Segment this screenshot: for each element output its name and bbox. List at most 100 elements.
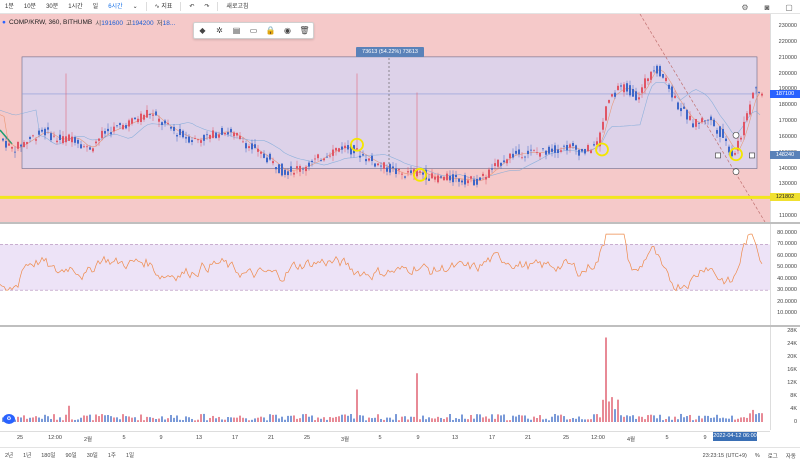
symbol-legend: ● COMP/KRW, 360, BITHUMB 시191600 고194200…: [2, 17, 175, 28]
range-1d[interactable]: 1일: [126, 453, 135, 459]
price-axis-label: 170000: [778, 118, 797, 124]
chevron-down-icon[interactable]: ⌄: [132, 3, 138, 10]
candle-body: [266, 157, 268, 163]
interval-6h[interactable]: 6시간: [108, 3, 123, 10]
interval-day[interactable]: 일: [92, 3, 99, 10]
volume-bar: [623, 416, 625, 422]
trash-icon[interactable]: 🗑: [299, 26, 310, 35]
candle-body: [371, 155, 373, 162]
volume-pane[interactable]: ✪: [0, 327, 770, 430]
candle-body: [398, 169, 400, 171]
interval-10m[interactable]: 10분: [23, 3, 37, 10]
volume-bar: [119, 419, 121, 422]
volume-bar: [296, 418, 298, 422]
volume-bar: [674, 416, 676, 422]
candle-body: [119, 123, 121, 125]
interval-30m[interactable]: 30분: [46, 3, 59, 10]
candle-body: [335, 148, 337, 151]
volume-bar: [590, 419, 592, 422]
volume-bar: [617, 399, 619, 422]
pane-separator[interactable]: [0, 222, 800, 224]
range-90d[interactable]: 90일: [65, 453, 77, 459]
candle-body: [182, 130, 184, 138]
camera-icon[interactable]: ◙: [764, 2, 770, 12]
candle-body: [203, 134, 205, 141]
redo-icon[interactable]: ↷: [204, 3, 210, 10]
volume-bar: [680, 413, 682, 422]
volume-bar: [236, 417, 238, 422]
volume-bar: [134, 417, 136, 422]
price-axis[interactable]: 230000 220000 210000 200000 190000 180000 1700…: [770, 14, 800, 222]
candle-body: [692, 123, 694, 128]
fullscreen-icon[interactable]: ▢: [785, 2, 793, 12]
volume-bar: [203, 413, 205, 422]
candle-body: [86, 146, 88, 148]
volume-bar: [683, 417, 685, 422]
volume-bar: [188, 417, 190, 422]
volume-bar: [626, 415, 628, 422]
volume-bar: [689, 414, 691, 422]
rsi-axis[interactable]: 80.0000 70.0000 60.0000 50.0000 40.0000 30.00…: [770, 224, 800, 325]
candle-body: [326, 156, 328, 158]
volume-bar: [293, 415, 295, 422]
rsi-pane[interactable]: [0, 224, 770, 325]
candle-body: [659, 66, 661, 77]
settings-gear-icon[interactable]: ⚙: [741, 2, 749, 12]
pane-separator[interactable]: [0, 325, 800, 327]
volume-bar: [113, 417, 115, 422]
auto-toggle[interactable]: 자동: [785, 453, 796, 460]
range-1y[interactable]: 1년: [23, 453, 32, 459]
interval-1m[interactable]: 1분: [5, 3, 14, 10]
indicators-button[interactable]: ∿ 지표: [150, 0, 178, 14]
top-toolbar: 1분 10분 30분 1시간 일 6시간 ⌄ ∿ 지표 ↶ ↷ 새로고침 ⚙ ◙…: [0, 0, 800, 14]
visibility-eye-icon[interactable]: ◉: [284, 26, 291, 35]
undo-icon[interactable]: ↶: [189, 3, 195, 10]
price-chart-pane[interactable]: [0, 14, 770, 222]
volume-bar: [452, 419, 454, 422]
candle-body: [134, 117, 136, 120]
volume-bar: [437, 416, 439, 422]
paint-bucket-icon[interactable]: ◆: [199, 26, 206, 35]
volume-bar: [110, 416, 112, 422]
volume-bar: [686, 416, 688, 422]
percent-toggle[interactable]: %: [754, 452, 760, 459]
lock-icon[interactable]: 🔒: [265, 26, 276, 35]
interval-1h[interactable]: 1시간: [68, 3, 83, 10]
log-toggle[interactable]: 로그: [767, 453, 778, 460]
time-axis-label: 2월: [83, 437, 93, 443]
volume-bar: [137, 420, 139, 422]
candle-body: [674, 95, 676, 98]
candle-body: [263, 153, 265, 158]
candle-body: [428, 178, 430, 181]
volume-axis[interactable]: 28K 24K 20K 16K 12K 8K 4K 0: [770, 327, 800, 430]
volume-bar: [575, 418, 577, 422]
settings-icon[interactable]: ✲: [216, 26, 223, 35]
volume-bar: [479, 414, 481, 422]
candle-body: [638, 97, 640, 100]
range-180d[interactable]: 180일: [41, 453, 56, 459]
rsi-axis-label: 20.0000: [777, 298, 797, 305]
volume-bar: [266, 420, 268, 422]
volume-bar: [116, 417, 118, 422]
candle-body: [569, 144, 571, 148]
time-axis-label: 9: [159, 435, 163, 441]
volume-bar: [368, 417, 370, 422]
refresh-button[interactable]: 새로고침: [226, 3, 249, 10]
candle-body: [620, 85, 622, 87]
price-axis-label: 180000: [778, 102, 797, 109]
volume-bar: [239, 415, 241, 422]
range-1w[interactable]: 1주: [107, 453, 116, 459]
range-30d[interactable]: 30일: [86, 453, 98, 459]
candle-body: [506, 159, 508, 164]
template-icon[interactable]: ▤: [232, 26, 241, 35]
volume-bar: [584, 419, 586, 422]
time-axis[interactable]: 25 12:00 2월 5 9 13 17 21 25 3월 5 9 13 17 21 25 12:00 4월 5 9: [0, 431, 770, 445]
candle-body: [221, 127, 223, 135]
volume-bar: [269, 414, 271, 422]
range-2y[interactable]: 2년: [5, 453, 14, 459]
candle-body: [218, 134, 220, 138]
time-axis-label: 25: [303, 435, 311, 441]
time-axis-label: 13: [195, 435, 203, 441]
indicators-label: 지표: [161, 3, 173, 10]
border-style-icon[interactable]: ▭: [249, 26, 258, 35]
